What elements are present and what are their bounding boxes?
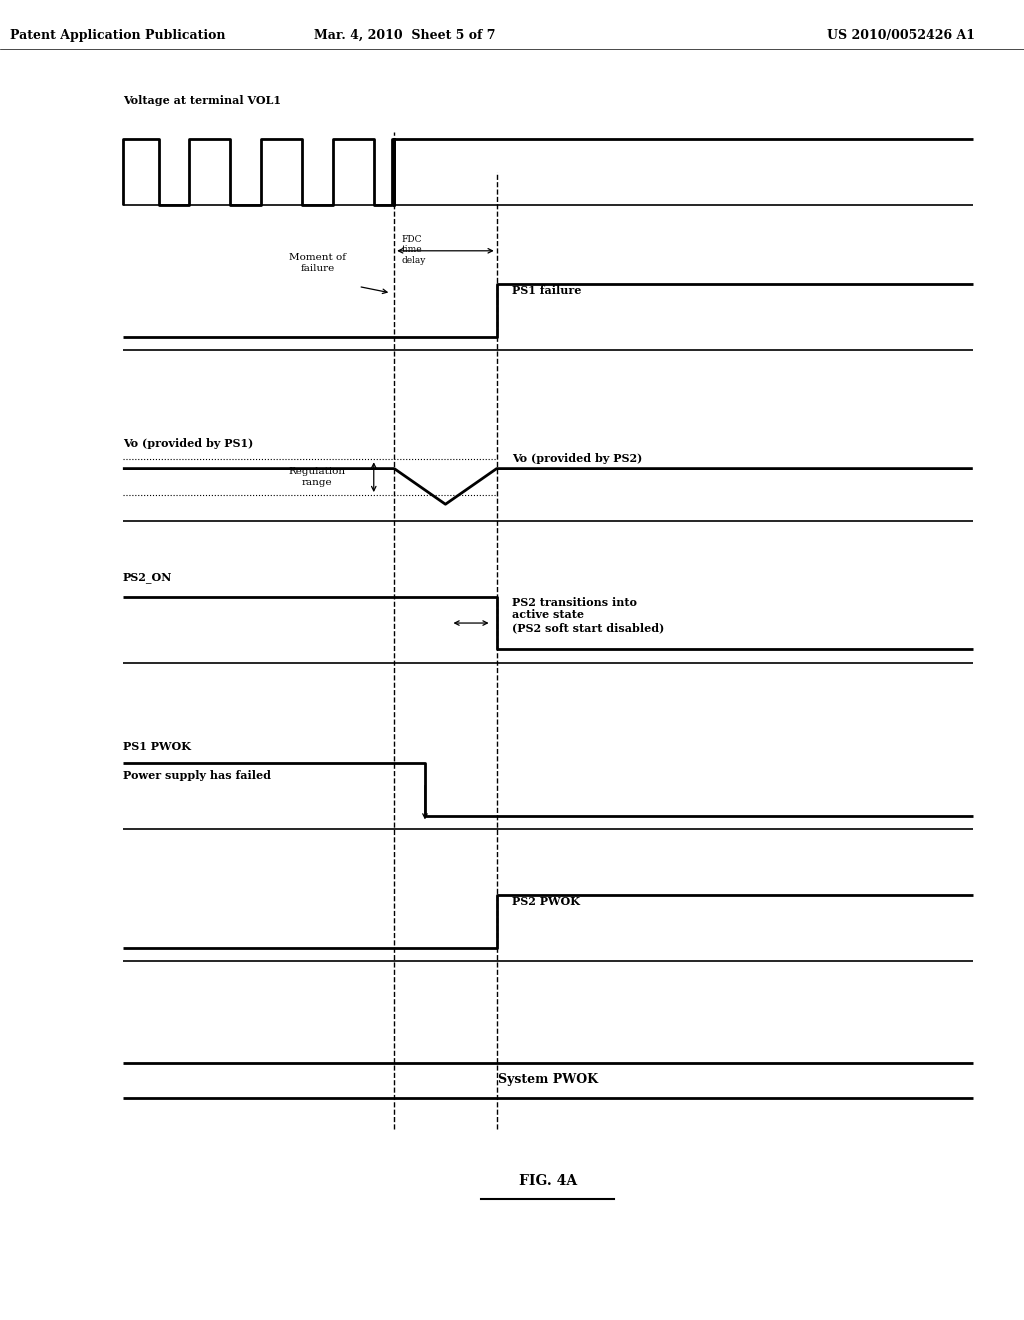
Text: PS1 failure: PS1 failure — [512, 285, 582, 296]
Text: FDC
time
delay: FDC time delay — [401, 235, 426, 265]
Text: Vo (provided by PS1): Vo (provided by PS1) — [123, 438, 253, 449]
Text: Regulation
range: Regulation range — [289, 467, 346, 487]
Text: System PWOK: System PWOK — [498, 1073, 598, 1086]
Text: US 2010/0052426 A1: US 2010/0052426 A1 — [827, 29, 975, 42]
Text: Power supply has failed: Power supply has failed — [123, 770, 271, 780]
Text: FIG. 4A: FIG. 4A — [519, 1175, 577, 1188]
Text: PS2 PWOK: PS2 PWOK — [512, 896, 580, 907]
Text: PS2 transitions into
active state
(PS2 soft start disabled): PS2 transitions into active state (PS2 s… — [512, 597, 665, 634]
Text: Vo (provided by PS2): Vo (provided by PS2) — [512, 453, 642, 463]
Text: Mar. 4, 2010  Sheet 5 of 7: Mar. 4, 2010 Sheet 5 of 7 — [313, 29, 496, 42]
Text: Patent Application Publication: Patent Application Publication — [10, 29, 225, 42]
Text: Voltage at terminal VOL1: Voltage at terminal VOL1 — [123, 95, 281, 106]
Text: Moment of
failure: Moment of failure — [289, 253, 346, 273]
Text: PS2_ON: PS2_ON — [123, 573, 172, 583]
Text: PS1 PWOK: PS1 PWOK — [123, 742, 190, 752]
